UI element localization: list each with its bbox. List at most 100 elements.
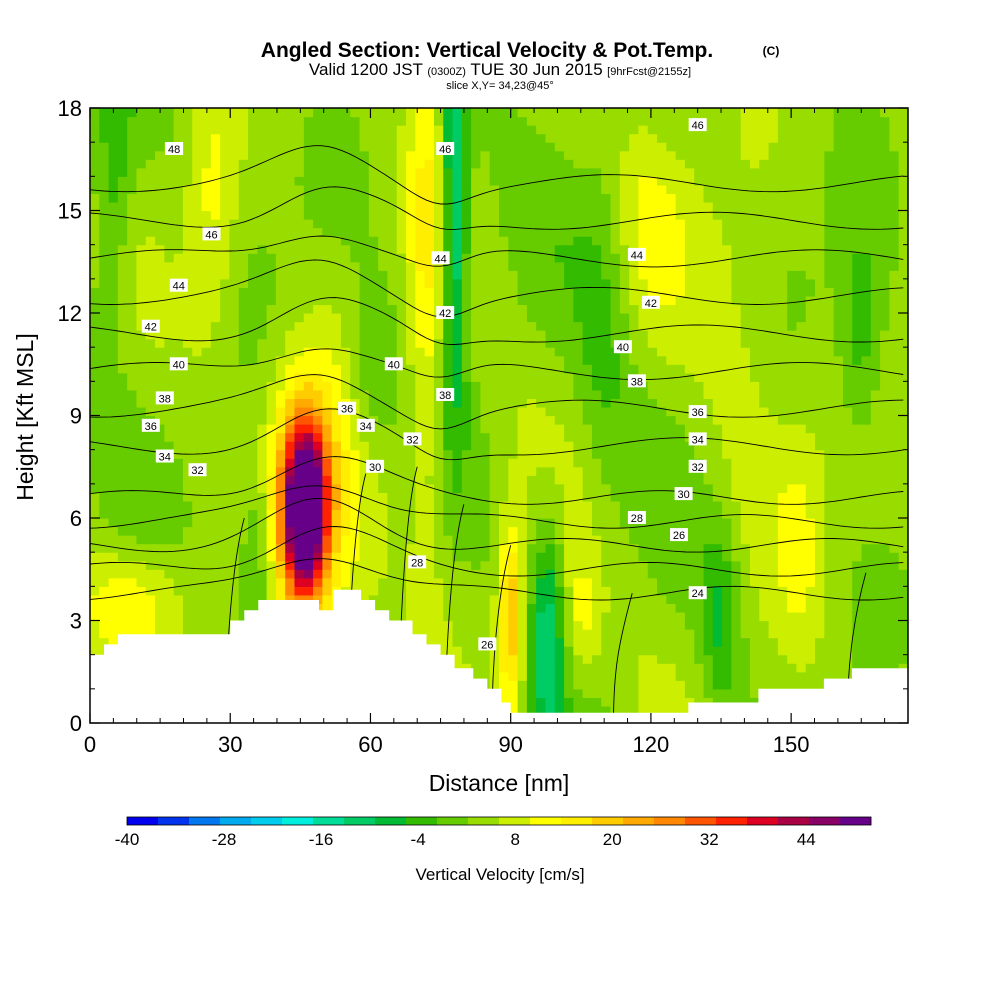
velocity-cell — [164, 543, 175, 553]
velocity-cell — [480, 381, 491, 391]
velocity-cell — [117, 466, 128, 476]
velocity-cell — [684, 150, 695, 160]
velocity-cell — [722, 227, 732, 237]
velocity-cell — [192, 432, 203, 442]
velocity-cell — [192, 535, 203, 545]
velocity-cell — [285, 159, 296, 169]
velocity-cell — [582, 313, 593, 323]
velocity-cell — [229, 193, 240, 203]
velocity-cell — [164, 347, 175, 357]
velocity-cell — [266, 330, 277, 340]
velocity-cell — [210, 287, 221, 297]
velocity-cell — [657, 389, 667, 400]
velocity-cell — [694, 270, 705, 280]
velocity-cell — [517, 611, 528, 622]
velocity-cell — [471, 569, 482, 579]
velocity-cell — [526, 663, 537, 673]
velocity-cell — [703, 278, 714, 288]
velocity-cell — [666, 415, 677, 425]
velocity-cell — [489, 381, 500, 391]
velocity-cell — [136, 475, 147, 485]
velocity-cell — [545, 227, 556, 237]
velocity-cell — [722, 253, 732, 263]
velocity-cell — [173, 167, 184, 177]
velocity-cell — [182, 193, 193, 203]
velocity-cell — [443, 125, 454, 135]
velocity-cell — [489, 680, 500, 690]
velocity-cell — [99, 637, 110, 647]
velocity-cell — [201, 594, 212, 605]
velocity-cell — [182, 577, 193, 587]
velocity-cell — [145, 244, 156, 254]
velocity-cell — [275, 526, 286, 536]
velocity-cell — [694, 594, 705, 605]
velocity-cell — [443, 381, 454, 391]
velocity-cell — [619, 697, 630, 707]
velocity-cell — [275, 270, 286, 280]
velocity-cell — [90, 304, 100, 314]
velocity-cell — [554, 398, 565, 408]
velocity-cell — [396, 569, 407, 579]
velocity-cell — [90, 184, 100, 195]
chart-subtitle: Valid 1200 JST (0300Z) TUE 30 Jun 2015 [… — [309, 60, 691, 79]
velocity-cell — [220, 586, 231, 596]
velocity-cell — [257, 586, 268, 596]
velocity-cell — [108, 424, 119, 434]
velocity-cell — [164, 355, 175, 365]
velocity-cell — [182, 372, 193, 382]
velocity-cell — [675, 176, 686, 186]
velocity-cell — [508, 654, 519, 664]
velocity-cell — [508, 125, 519, 135]
velocity-cell — [303, 492, 314, 502]
velocity-cell — [452, 586, 463, 596]
velocity-cell — [703, 201, 714, 212]
velocity-cell — [173, 150, 184, 160]
velocity-cell — [266, 219, 277, 229]
velocity-cell — [452, 355, 463, 365]
velocity-cell — [564, 415, 574, 425]
velocity-cell — [424, 535, 435, 545]
velocity-cell — [275, 227, 286, 237]
velocity-cell — [322, 287, 333, 297]
velocity-cell — [294, 125, 305, 135]
velocity-cell — [694, 133, 705, 143]
velocity-cell — [601, 295, 612, 306]
velocity-cell — [406, 116, 416, 126]
velocity-cell — [285, 321, 296, 331]
velocity-cell — [554, 449, 565, 459]
velocity-cell — [303, 321, 314, 331]
velocity-cell — [303, 133, 314, 143]
velocity-cell — [368, 432, 379, 442]
velocity-cell — [238, 364, 249, 374]
velocity-cell — [99, 321, 110, 331]
velocity-cell — [638, 637, 649, 647]
velocity-cell — [638, 167, 649, 177]
velocity-cell — [666, 705, 677, 716]
velocity-cell — [657, 432, 667, 442]
velocity-cell — [582, 372, 593, 382]
velocity-cell — [629, 150, 640, 160]
velocity-cell — [508, 398, 519, 408]
velocity-cell — [564, 620, 574, 630]
velocity-cell — [443, 201, 454, 212]
velocity-cell — [712, 159, 723, 169]
velocity-cell — [155, 313, 165, 323]
velocity-cell — [192, 338, 203, 348]
velocity-cell — [610, 620, 621, 630]
velocity-cell — [536, 355, 547, 365]
velocity-cell — [99, 466, 110, 476]
velocity-cell — [601, 184, 612, 195]
velocity-cell — [164, 424, 175, 434]
velocity-cell — [564, 458, 574, 468]
velocity-cell — [508, 492, 519, 502]
velocity-cell — [127, 406, 138, 417]
velocity-cell — [638, 355, 649, 365]
velocity-cell — [164, 372, 175, 382]
velocity-cell — [340, 321, 351, 331]
velocity-cell — [545, 167, 556, 177]
velocity-cell — [536, 347, 547, 357]
velocity-cell — [248, 594, 258, 605]
velocity-cell — [396, 586, 407, 596]
velocity-cell — [573, 261, 584, 271]
velocity-cell — [619, 654, 630, 664]
